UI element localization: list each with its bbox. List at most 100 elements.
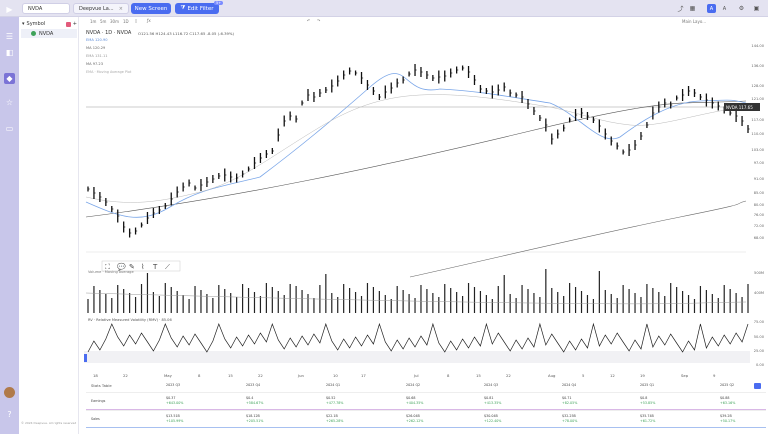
chart-icon[interactable]: ◆ — [4, 73, 15, 84]
table-cell: $0.37 +643.00% — [166, 396, 183, 406]
volume-bar — [218, 285, 220, 313]
timeframe-30m[interactable]: 30m — [110, 19, 119, 24]
time-tick: 5 — [582, 373, 585, 378]
candle-icon[interactable]: ▯ — [135, 18, 138, 23]
undo-icon[interactable]: ↶ — [307, 18, 311, 23]
folder-icon[interactable]: ▭ — [5, 124, 14, 133]
volume-bar — [384, 295, 386, 313]
price-tick: 103.00 — [751, 148, 764, 152]
grid-icon[interactable]: ▦ — [689, 5, 696, 12]
volume-bar — [390, 299, 392, 313]
settings-icon[interactable]: ⚙ — [738, 5, 745, 12]
volume-bar — [664, 296, 666, 313]
rmv-chart[interactable] — [80, 316, 768, 370]
time-tick: 10 — [333, 373, 338, 378]
volume-bar — [521, 285, 523, 313]
volume-bar — [438, 297, 440, 313]
volume-bar — [658, 292, 660, 313]
time-tick: 22 — [123, 373, 128, 378]
timeframe-5m[interactable]: 5m — [100, 19, 107, 24]
volume-bar — [527, 289, 529, 313]
price-chart[interactable]: NVDA 117.65 ⛶ 💬 ✎ ⌇ T ⟋ — [80, 17, 768, 367]
table-header: 2023 Q3 2023 Q4 2024 Q1 2024 Q2 2024 Q3 … — [86, 383, 766, 389]
timeframe-1m[interactable]: 1m — [90, 19, 97, 24]
table-cell: $18.12B +205.51% — [246, 414, 263, 424]
volume-bar — [563, 296, 565, 313]
volume-bar — [414, 298, 416, 313]
close-icon[interactable]: × — [118, 5, 123, 12]
volume-bar — [426, 289, 428, 313]
edit-filter-label: Edit Filter — [187, 5, 214, 12]
volume-bar — [432, 293, 434, 313]
volume-bar — [699, 286, 702, 313]
volume-bar — [681, 291, 684, 313]
timeframe-1d[interactable]: 1D — [123, 19, 129, 24]
volume-bar — [253, 292, 256, 313]
volume-bar — [735, 293, 737, 313]
volume-bar — [111, 298, 113, 313]
logo-icon[interactable]: ▶ — [6, 5, 13, 14]
new-screen-button[interactable]: New Screen — [131, 3, 171, 14]
volume-bar — [87, 299, 89, 313]
help-icon[interactable]: ? — [7, 410, 12, 419]
quarter-header: 2025 Q2 — [720, 383, 735, 387]
cell-value: $0.8 — [640, 396, 648, 400]
table-scroll-icon[interactable] — [754, 383, 761, 389]
expand-icon[interactable]: ▾ — [22, 21, 25, 27]
time-tick: Sep — [681, 373, 689, 378]
volume-bar — [188, 299, 190, 313]
avatar[interactable] — [4, 387, 15, 398]
cell-value: $0.52 — [326, 396, 336, 400]
volume-bar — [230, 293, 232, 313]
edit-filter-button[interactable]: ⧩ Edit Filter — [175, 3, 219, 14]
table-cell: $0.52 +477.78% — [326, 396, 343, 406]
volume-bar — [557, 292, 559, 313]
price-tick: 110.00 — [751, 132, 764, 136]
text-icon: T — [152, 263, 158, 271]
cell-change: +78.00% — [562, 419, 578, 423]
table-cell: $0.71 +82.05% — [562, 396, 577, 406]
rmv-tick: 25.00 — [753, 349, 764, 353]
line-icon: ⟋ — [165, 263, 170, 271]
layout-select[interactable]: Main Layo... — [682, 19, 707, 24]
volume-bar — [408, 294, 410, 313]
volume-chart[interactable] — [80, 269, 768, 319]
tab-nvda[interactable]: NVDA — [22, 3, 70, 14]
volume-bar — [551, 288, 553, 313]
cell-change: +122.40% — [484, 419, 502, 423]
volume-tick: 500M — [754, 271, 764, 275]
volume-bar — [628, 289, 630, 313]
time-tick: 22 — [506, 373, 511, 378]
volume-bar — [652, 288, 654, 313]
volume-bar — [372, 287, 375, 313]
volume-bar — [640, 297, 642, 313]
share-icon[interactable]: ⤴ — [677, 6, 684, 13]
stats-table: Stats Table 2023 Q3 2023 Q4 2024 Q1 2024… — [86, 382, 766, 434]
quarter-header: 2023 Q3 — [166, 383, 181, 387]
volume-bar — [194, 286, 196, 313]
ema-fast-line — [85, 73, 747, 218]
filter-icon: ⧩ — [180, 5, 186, 11]
cell-change: +53.85% — [640, 401, 656, 405]
volume-bar — [301, 290, 303, 313]
user-icon[interactable]: A — [707, 4, 716, 13]
volume-bar — [182, 295, 184, 313]
star-icon[interactable]: ☆ — [5, 98, 14, 107]
chart-title: NVDA · 1D · NVDA — [86, 30, 132, 36]
volume-bar — [283, 295, 285, 313]
symbol-sidebar: ▾ Symbol + NVDA © 2024 Deepvue. All righ… — [19, 17, 79, 434]
symbol-list-item[interactable]: NVDA — [21, 29, 77, 38]
volume-bar — [212, 298, 214, 313]
volume-bar — [123, 289, 125, 313]
redo-icon[interactable]: ↷ — [317, 18, 321, 23]
row-name: Earnings — [91, 399, 106, 403]
tab-deepvue[interactable]: Deepvue La... × — [73, 3, 129, 14]
add-icon[interactable]: + — [72, 21, 77, 27]
account-icon[interactable]: A — [722, 5, 727, 12]
menu-icon[interactable]: ☰ — [5, 32, 14, 41]
window-icon[interactable]: ▣ — [753, 5, 760, 12]
volume-bar — [158, 296, 160, 313]
watchlist-icon[interactable]: ◧ — [5, 48, 14, 57]
cell-value: $30.04B — [484, 414, 498, 418]
indicator-icon[interactable]: ƒx — [147, 18, 151, 23]
